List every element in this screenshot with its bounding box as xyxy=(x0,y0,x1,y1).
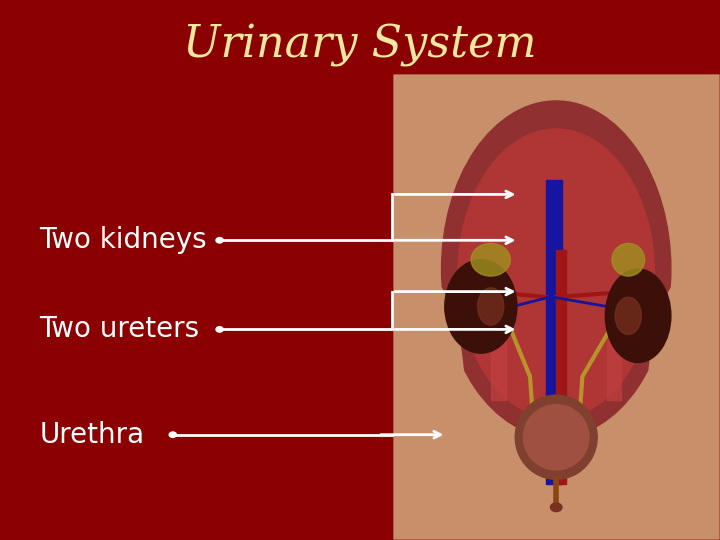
Circle shape xyxy=(551,503,562,511)
Circle shape xyxy=(169,432,176,437)
Ellipse shape xyxy=(441,101,671,437)
Text: Two ureters: Two ureters xyxy=(40,315,199,343)
Bar xyxy=(392,73,720,540)
Text: Urethra: Urethra xyxy=(40,421,145,449)
Ellipse shape xyxy=(523,404,589,470)
Circle shape xyxy=(216,327,223,332)
Bar xyxy=(549,307,563,400)
Ellipse shape xyxy=(445,260,517,353)
Ellipse shape xyxy=(373,272,464,528)
Ellipse shape xyxy=(606,269,671,362)
Ellipse shape xyxy=(615,297,642,334)
Ellipse shape xyxy=(458,129,654,418)
Bar xyxy=(546,180,562,484)
Bar xyxy=(0,0,392,540)
Bar xyxy=(392,0,720,73)
Text: Urinary System: Urinary System xyxy=(183,24,537,68)
Bar xyxy=(392,0,720,73)
Ellipse shape xyxy=(471,244,510,276)
Bar xyxy=(0,0,720,97)
Bar xyxy=(606,307,621,400)
Text: Two kidneys: Two kidneys xyxy=(40,226,207,254)
Ellipse shape xyxy=(516,395,597,480)
Ellipse shape xyxy=(612,244,644,276)
Bar xyxy=(492,307,506,400)
Bar xyxy=(557,251,567,484)
Ellipse shape xyxy=(477,288,504,325)
Bar xyxy=(0,0,392,540)
Ellipse shape xyxy=(648,272,720,528)
Ellipse shape xyxy=(409,85,703,528)
Circle shape xyxy=(216,238,223,243)
